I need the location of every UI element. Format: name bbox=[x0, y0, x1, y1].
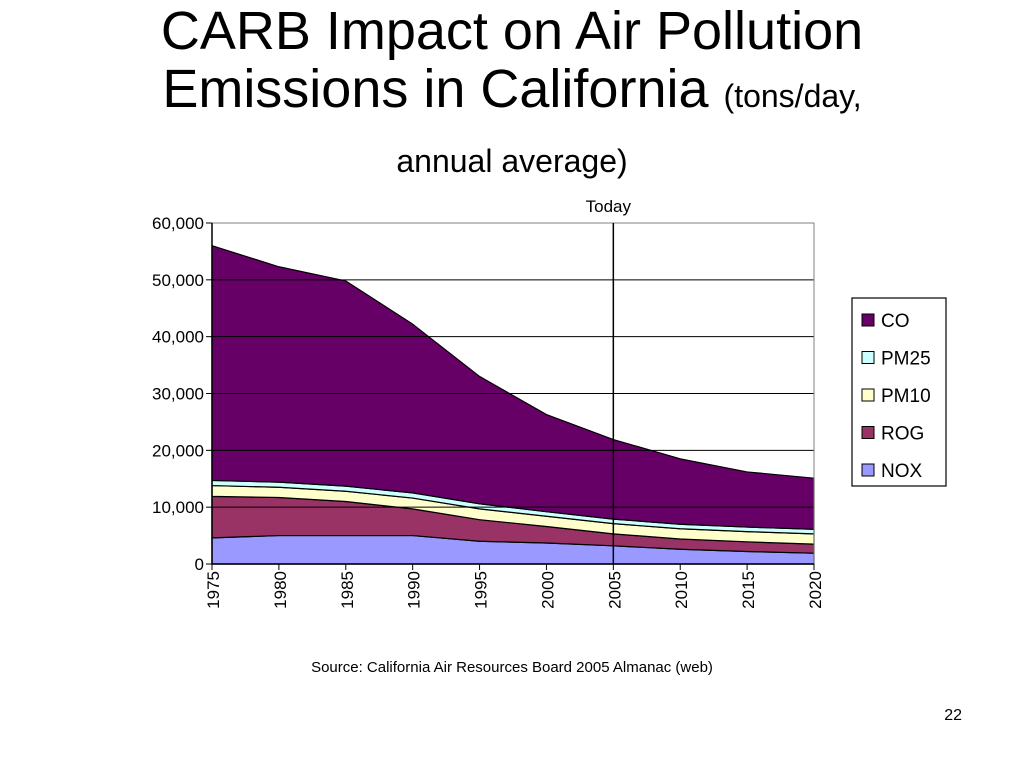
title-line-1: CARB Impact on Air Pollution bbox=[160, 1, 864, 61]
today-annotation: Today bbox=[586, 197, 632, 564]
legend-swatch-nox bbox=[861, 463, 875, 477]
x-tick-label: 1995 bbox=[472, 571, 491, 609]
legend-label-rog: ROG bbox=[881, 424, 924, 445]
x-tick-label: 2010 bbox=[672, 571, 691, 609]
y-tick-label: 60,000 bbox=[152, 214, 204, 233]
legend-swatch-rog bbox=[861, 426, 875, 439]
legend-label-nox: NOX bbox=[881, 461, 923, 482]
title-line-2: Emissions in California bbox=[162, 59, 709, 119]
y-tick-label: 0 bbox=[195, 555, 204, 574]
legend-swatch-co bbox=[861, 313, 875, 327]
source-note: Source: California Air Resources Board 2… bbox=[311, 659, 713, 676]
x-tick-label: 2020 bbox=[806, 571, 825, 609]
y-tick-label: 20,000 bbox=[152, 441, 204, 460]
y-tick-label: 10,000 bbox=[152, 498, 204, 517]
x-tick-label: 1990 bbox=[405, 571, 424, 609]
x-tick-label: 2015 bbox=[739, 571, 758, 609]
legend-label-co: CO bbox=[881, 311, 910, 332]
x-tick-label: 2000 bbox=[538, 571, 557, 609]
y-tick-label: 30,000 bbox=[152, 385, 204, 404]
page-number: 22 bbox=[944, 707, 962, 724]
legend-label-pm10: PM10 bbox=[881, 386, 931, 407]
area-layer bbox=[211, 245, 815, 565]
x-tick-label: 2005 bbox=[605, 571, 624, 609]
today-label: Today bbox=[586, 197, 632, 216]
axes: 0 10,000 20,000 30,000 40,000 50,000 60,000 197… bbox=[152, 214, 825, 609]
legend-swatch-pm25 bbox=[861, 351, 875, 364]
legend-swatch-pm10 bbox=[861, 388, 875, 402]
y-tick-label: 50,000 bbox=[152, 271, 204, 290]
x-tick-label: 1985 bbox=[338, 571, 357, 609]
y-tick-label: 40,000 bbox=[152, 328, 204, 347]
page-title: CARB Impact on Air Pollution Emissions i… bbox=[0, 2, 1024, 190]
x-tick-label: 1980 bbox=[271, 571, 290, 609]
legend-label-pm25: PM25 bbox=[881, 349, 931, 370]
title-subtitle-line: annual average) bbox=[396, 143, 628, 179]
x-tick-label: 1975 bbox=[204, 571, 223, 609]
legend: CO PM25 PM10 ROG NOX bbox=[851, 297, 947, 487]
title-subtitle-inline: (tons/day, bbox=[723, 78, 862, 114]
